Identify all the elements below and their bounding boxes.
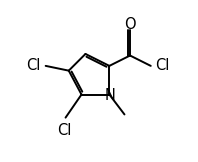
Text: Cl: Cl — [155, 58, 170, 73]
Text: O: O — [124, 17, 136, 32]
Text: Cl: Cl — [27, 58, 41, 73]
Text: N: N — [105, 88, 116, 103]
Text: Cl: Cl — [57, 123, 71, 138]
